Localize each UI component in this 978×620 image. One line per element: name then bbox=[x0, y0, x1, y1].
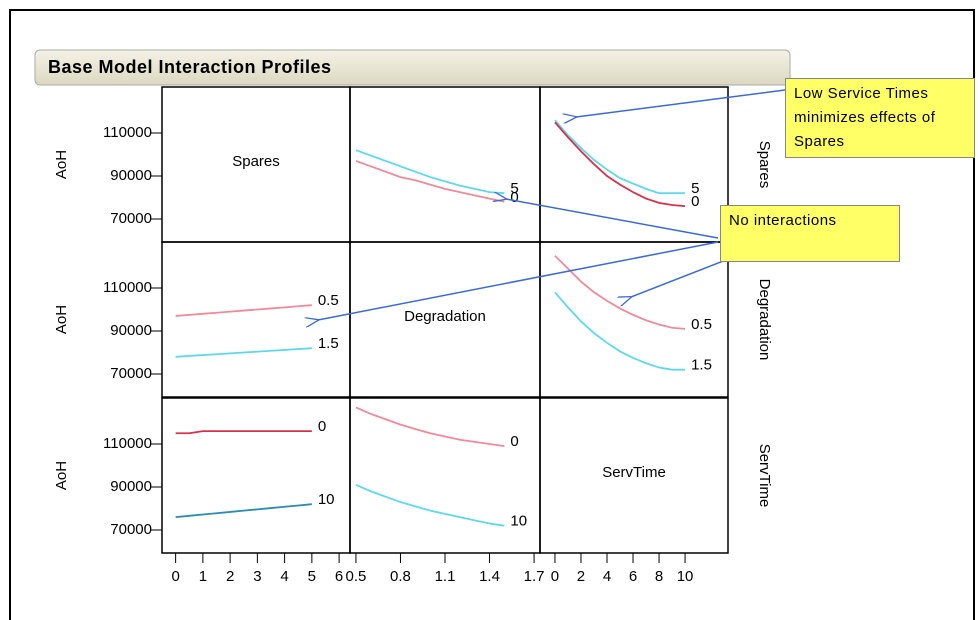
series-label: 0 bbox=[318, 418, 326, 435]
y-tick-label: 110000 bbox=[103, 124, 152, 141]
annotation: Low Service Times minimizes effects of S… bbox=[785, 78, 975, 158]
series-line bbox=[355, 160, 505, 203]
series-label: 0 bbox=[510, 189, 518, 206]
series-line bbox=[355, 149, 505, 195]
x-tick-label: 0.5 bbox=[346, 568, 367, 585]
arrow bbox=[318, 241, 719, 320]
cell bbox=[539, 241, 729, 398]
x-tick-label: 5 bbox=[308, 568, 316, 585]
arrow bbox=[506, 199, 719, 239]
arrows bbox=[318, 89, 786, 320]
row-label: Degradation bbox=[756, 279, 773, 361]
arrow bbox=[576, 89, 786, 117]
x-tick-label: 0 bbox=[171, 568, 179, 585]
y-axis-label: AoH bbox=[53, 305, 70, 334]
series-line bbox=[554, 119, 686, 195]
series-label: 0 bbox=[510, 433, 518, 450]
x-tick-label: 0 bbox=[551, 568, 559, 585]
x-tick-label: 8 bbox=[655, 568, 663, 585]
x-tick-label: 1.1 bbox=[435, 568, 456, 585]
x-tick-label: 1.7 bbox=[524, 568, 545, 585]
series-line bbox=[554, 121, 686, 207]
x-tick-label: 6 bbox=[335, 568, 343, 585]
y-tick-label: 110000 bbox=[103, 279, 152, 296]
series-label: 1.5 bbox=[691, 357, 712, 374]
cell bbox=[539, 397, 729, 554]
series-line bbox=[355, 484, 505, 527]
factor-label: Spares bbox=[232, 153, 280, 170]
x-tick-label: 2 bbox=[226, 568, 234, 585]
y-tick-label: 70000 bbox=[110, 521, 152, 538]
y-axis-label: AoH bbox=[53, 461, 70, 490]
series-label: 10 bbox=[318, 491, 335, 508]
y-tick-label: 90000 bbox=[110, 167, 152, 184]
x-tick-label: 4 bbox=[603, 568, 611, 585]
series-label: 1.5 bbox=[318, 335, 339, 352]
x-tick-label: 6 bbox=[629, 568, 637, 585]
x-tick-label: 3 bbox=[253, 568, 261, 585]
x-tick-label: 1.4 bbox=[479, 568, 500, 585]
x-tick-label: 4 bbox=[280, 568, 288, 585]
factor-label: ServTime bbox=[602, 464, 666, 481]
x-tick-label: 10 bbox=[677, 568, 694, 585]
x-tick-label: 2 bbox=[577, 568, 585, 585]
cell bbox=[349, 86, 541, 243]
series-label: 0 bbox=[691, 193, 699, 210]
series-line bbox=[175, 503, 312, 518]
row-label: Spares bbox=[756, 141, 773, 189]
chart-title: Base Model Interaction Profiles bbox=[48, 57, 332, 77]
series-line bbox=[175, 347, 312, 358]
series-label: 0.5 bbox=[691, 316, 712, 333]
y-axis-label: AoH bbox=[53, 150, 70, 179]
annotation: No interactions bbox=[720, 205, 900, 262]
title-bar bbox=[34, 49, 791, 86]
series-label: 10 bbox=[510, 513, 527, 530]
series-line bbox=[175, 304, 312, 317]
row-label: ServTime bbox=[756, 444, 773, 508]
series-line bbox=[355, 406, 505, 448]
y-tick-label: 70000 bbox=[110, 210, 152, 227]
series-label: 5 bbox=[691, 180, 699, 197]
x-tick-label: 1 bbox=[199, 568, 207, 585]
frame bbox=[9, 9, 975, 620]
y-tick-label: 110000 bbox=[103, 435, 152, 452]
y-tick-label: 90000 bbox=[110, 478, 152, 495]
x-tick-label: 0.8 bbox=[390, 568, 411, 585]
series-line bbox=[554, 291, 686, 371]
series-label: 5 bbox=[510, 180, 518, 197]
series-line bbox=[554, 255, 686, 330]
y-tick-label: 70000 bbox=[110, 365, 152, 382]
factor-label: Degradation bbox=[404, 308, 486, 325]
cell bbox=[349, 397, 541, 554]
series-label: 0.5 bbox=[318, 292, 339, 309]
y-tick-label: 90000 bbox=[110, 322, 152, 339]
series-line bbox=[175, 430, 312, 435]
